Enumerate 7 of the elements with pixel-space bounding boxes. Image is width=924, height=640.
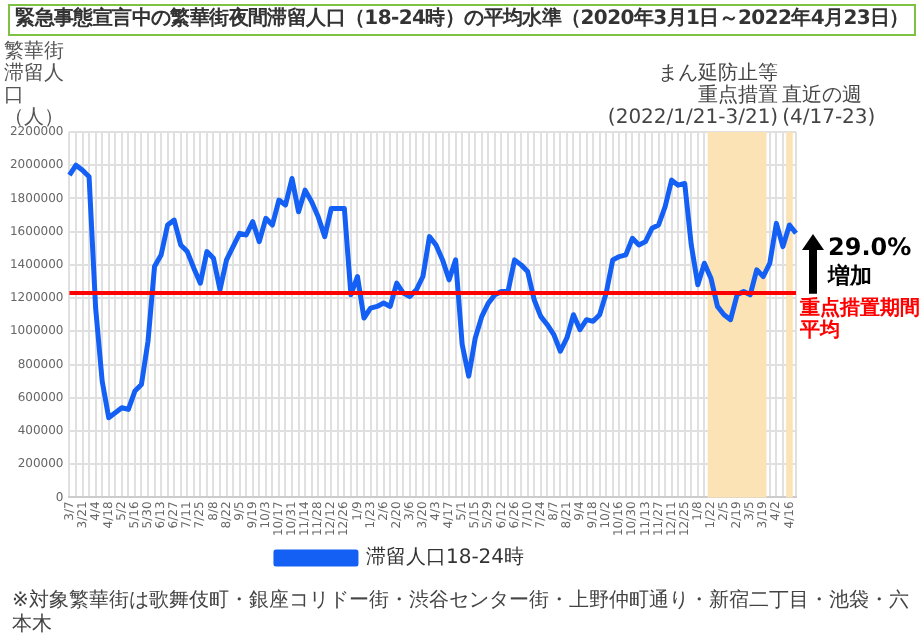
legend-label: 滞留人口18-24時 — [365, 545, 525, 570]
chart-title: 緊急事態宣言中の繁華街夜間滞留人口（18-24時）の平均水準（2020年3月1日～2022年4月23日） — [8, 4, 916, 36]
ref-line-label: 重点措置期間平均 — [798, 296, 920, 343]
text: 29.0%増加 — [826, 233, 912, 289]
band-label: 直近の週(4/17-23) — [782, 83, 876, 130]
band-label: まん延防止等重点措置(2022/1/21-3/21) — [607, 61, 779, 130]
text: ※対象繁華街は歌舞伎町・銀座コリドー街・渋谷センター街・上野仲町通り・新宿二丁目・池袋・六本木 — [12, 590, 911, 638]
